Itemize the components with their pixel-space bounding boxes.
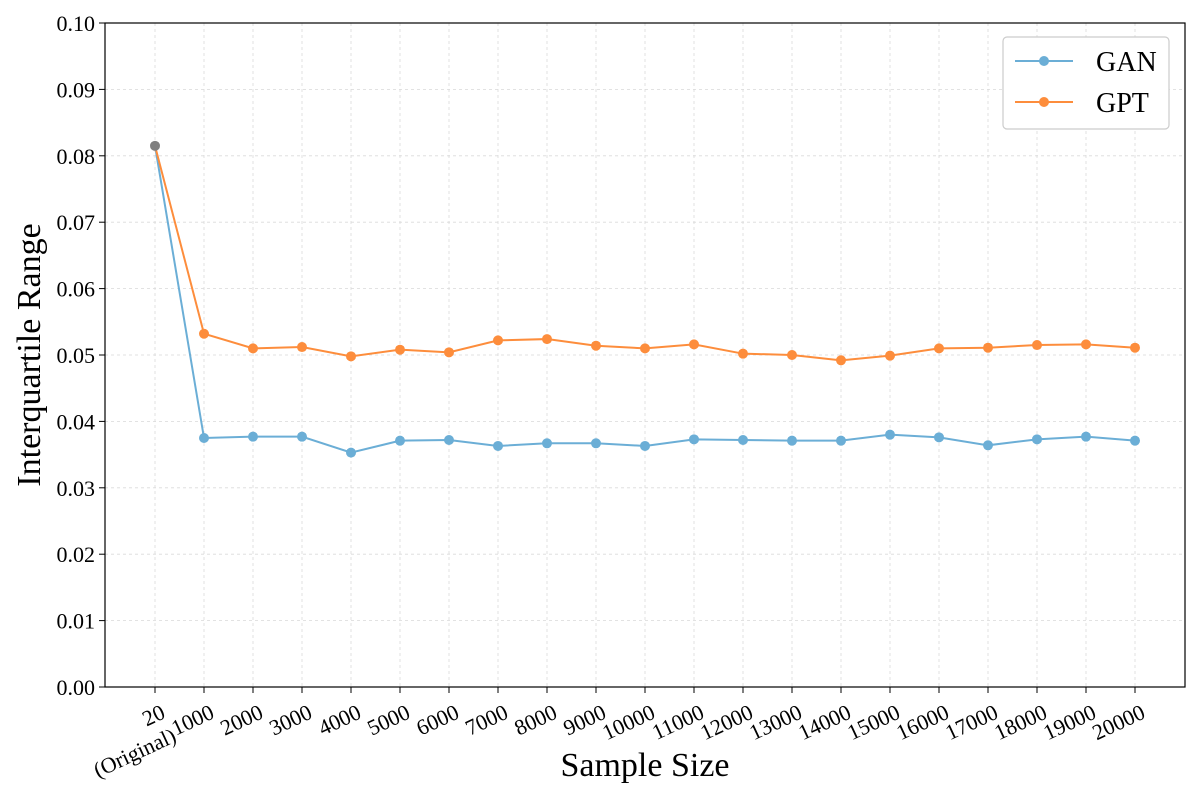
x-tick-label-group: 8000 xyxy=(510,699,560,740)
x-tick-label-group: 3000 xyxy=(265,699,315,740)
data-point-gpt xyxy=(1032,340,1042,351)
data-point-gpt xyxy=(1081,339,1091,350)
y-axis-title: Interquartile Range xyxy=(11,223,48,486)
data-point-gan xyxy=(738,434,748,445)
data-point-gpt xyxy=(395,344,405,355)
plot-frame xyxy=(104,22,1186,688)
data-point-gan xyxy=(689,434,699,445)
data-point-gpt xyxy=(787,350,797,360)
data-point-gan xyxy=(542,438,552,449)
legend-marker-gan xyxy=(1039,56,1049,66)
x-tick-label: 2000 xyxy=(216,699,266,740)
data-point-gpt xyxy=(738,348,748,359)
legend-marker-gpt xyxy=(1039,97,1049,107)
y-tick-label: 0.08 xyxy=(57,144,96,169)
x-tick-label: 1000 xyxy=(167,699,217,740)
y-tick-label: 0.03 xyxy=(57,476,96,501)
y-axis-ticks: 0.00 0.01 0.02 0.03 0.04 0.05 0.06 0.07 0.08 0.09… xyxy=(57,11,105,700)
x-tick-label-group: 20000 xyxy=(1088,699,1148,745)
x-tick-label: 3000 xyxy=(265,699,315,740)
data-point-gpt xyxy=(297,342,307,353)
y-tick-label: 0.07 xyxy=(57,210,96,235)
x-tick-label: (Original) xyxy=(89,723,179,783)
data-point-gan xyxy=(395,435,405,446)
x-tick-label-group: 20(Original) xyxy=(89,699,179,783)
x-tick-label-group: 6000 xyxy=(412,699,462,740)
y-tick-label: 0.06 xyxy=(57,277,96,302)
data-point-gan xyxy=(1130,435,1140,446)
data-point-gpt xyxy=(689,339,699,350)
x-axis-title: Sample Size xyxy=(560,747,729,784)
x-tick-label-group: 7000 xyxy=(461,699,511,740)
data-point-gpt xyxy=(199,328,209,339)
data-point-gpt xyxy=(248,343,258,354)
x-tick-label: 6000 xyxy=(412,699,462,740)
x-tick-label: 7000 xyxy=(461,699,511,740)
data-point-gan xyxy=(346,447,356,458)
data-point-gan xyxy=(983,440,993,451)
data-point-gan xyxy=(640,440,650,451)
x-tick-label-group: 1000 xyxy=(167,699,217,740)
y-tick-label: 0.10 xyxy=(57,11,96,36)
x-tick-label: 4000 xyxy=(314,699,364,740)
data-point-gan xyxy=(444,434,454,445)
x-tick-label-group: 5000 xyxy=(363,699,413,740)
data-point-gpt xyxy=(885,350,895,361)
legend-label-gan: GAN xyxy=(1096,47,1157,78)
data-point-gan xyxy=(787,435,797,446)
y-tick-label: 0.01 xyxy=(57,609,96,634)
data-point-gpt xyxy=(493,335,503,346)
data-point-gan xyxy=(248,431,258,442)
data-point-gpt xyxy=(1130,342,1140,353)
data-point-gpt xyxy=(836,355,846,366)
y-tick-label: 0.05 xyxy=(57,343,96,368)
x-tick-label-group: 4000 xyxy=(314,699,364,740)
data-point-gan xyxy=(297,431,307,442)
data-point-gpt xyxy=(640,343,650,354)
data-point-gan xyxy=(1081,431,1091,442)
x-tick-label: 5000 xyxy=(363,699,413,740)
series-lines xyxy=(150,140,1140,458)
data-point-gan xyxy=(199,433,209,443)
data-point-gan xyxy=(885,429,895,440)
legend: GAN GPT xyxy=(1002,36,1170,130)
data-point-gan xyxy=(836,435,846,446)
data-point-gpt xyxy=(934,343,944,354)
data-point-gpt xyxy=(346,351,356,362)
legend-label-gpt: GPT xyxy=(1096,88,1149,119)
y-tick-label: 0.09 xyxy=(57,77,96,102)
x-tick-label: 20000 xyxy=(1088,699,1148,745)
y-tick-label: 0.04 xyxy=(57,409,96,434)
y-tick-label: 0.00 xyxy=(57,675,96,700)
data-point-gpt xyxy=(444,347,454,358)
data-point-gpt xyxy=(591,340,601,351)
data-point-gan xyxy=(1032,434,1042,445)
data-point-gpt xyxy=(983,342,993,353)
y-tick-label: 0.02 xyxy=(57,542,96,567)
x-tick-label: 8000 xyxy=(510,699,560,740)
x-tick-label-group: 2000 xyxy=(216,699,266,740)
data-point-original xyxy=(150,140,160,151)
data-point-gan xyxy=(934,432,944,443)
data-point-gpt xyxy=(542,334,552,345)
data-point-gan xyxy=(493,440,503,451)
data-point-gan xyxy=(591,438,601,449)
